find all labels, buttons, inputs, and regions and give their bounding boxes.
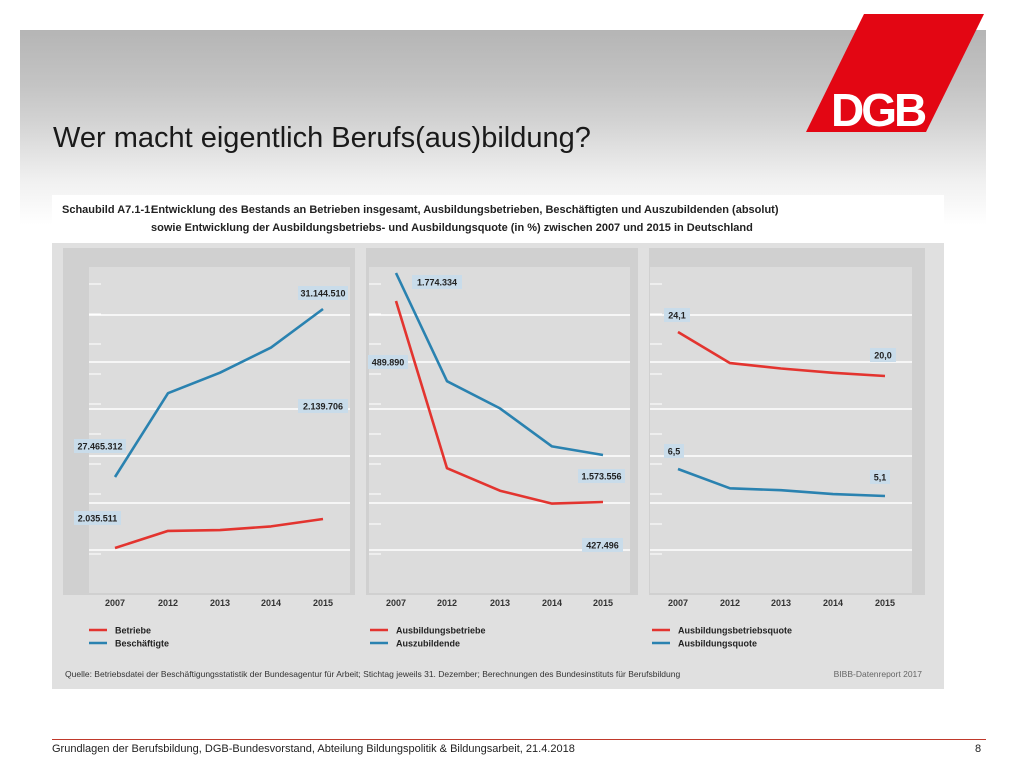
figure-caption-line-2: sowie Entwicklung der Ausbildungsbetrieb… (151, 222, 753, 234)
data-label-box (870, 348, 896, 362)
data-label: 24,1 (668, 311, 686, 321)
x-tick-label: 2014 (542, 598, 562, 608)
series-line-auszubildende (394, 272, 604, 457)
data-label: 2.139.706 (303, 402, 343, 412)
x-tick-label: 2012 (437, 598, 457, 608)
series-line-beschäftigte (113, 307, 324, 478)
chart-figure: Schaubild A7.1-1: Entwicklung des Bestan… (52, 195, 944, 689)
data-label: 489.890 (372, 358, 405, 368)
legend-label: Beschäftigte (115, 639, 169, 649)
data-label-box (298, 399, 348, 413)
dgb-logo: DGB (806, 14, 984, 136)
logo-text: DGB (831, 84, 926, 136)
x-tick-label: 2013 (771, 598, 791, 608)
data-label-box (298, 286, 348, 300)
x-tick-label: 2007 (668, 598, 688, 608)
x-tick-label: 2015 (593, 598, 613, 608)
series-line-ausbildungsquote (677, 467, 886, 498)
data-label: 2.035.511 (78, 514, 118, 524)
data-label-box (578, 469, 625, 483)
series-line-betriebe (114, 517, 324, 550)
x-tick-label: 2013 (490, 598, 510, 608)
report-note: BIBB-Datenreport 2017 (833, 669, 922, 679)
page-number: 8 (975, 743, 982, 755)
x-tick-label: 2015 (875, 598, 895, 608)
data-label: 6,5 (668, 447, 681, 457)
data-label-box (664, 444, 684, 458)
plot-area (650, 267, 912, 593)
data-label: 20,0 (874, 351, 892, 361)
series-line-ausbildungsbetriebsquote (677, 330, 886, 378)
source-note: Quelle: Betriebsdatei der Beschäftigungs… (65, 669, 681, 679)
data-label: 31.144.510 (300, 289, 345, 299)
legend-label: Betriebe (115, 626, 151, 636)
data-label-box (368, 355, 408, 369)
x-tick-label: 2014 (823, 598, 843, 608)
data-label: 5,1 (874, 473, 887, 483)
legend-label: Auszubildende (396, 639, 460, 649)
x-tick-label: 2012 (720, 598, 740, 608)
slide-title: Wer macht eigentlich Berufs(aus)bildung? (53, 122, 591, 154)
data-label: 1.774.334 (417, 278, 457, 288)
data-label-box (74, 439, 126, 453)
legend-label: Ausbildungsbetriebe (396, 626, 486, 636)
data-label-box (870, 470, 890, 484)
footer-divider (52, 739, 986, 740)
data-label: 27.465.312 (77, 442, 122, 452)
x-tick-label: 2007 (386, 598, 406, 608)
data-label-box (412, 275, 462, 289)
data-label-box (582, 538, 623, 552)
x-tick-label: 2015 (313, 598, 333, 608)
x-tick-label: 2014 (261, 598, 281, 608)
data-label: 1.573.556 (581, 472, 621, 482)
figure-header: Schaubild A7.1-1: Entwicklung des Bestan… (52, 195, 944, 243)
x-tick-label: 2013 (210, 598, 230, 608)
series-line-ausbildungsbetriebe (394, 300, 604, 505)
data-label-box (74, 511, 121, 525)
footer-text: Grundlagen der Berufsbildung, DGB-Bundes… (52, 743, 575, 755)
figure-caption-line-1: Entwicklung des Bestands an Betrieben in… (151, 204, 779, 216)
data-label-box (664, 308, 690, 322)
x-tick-label: 2007 (105, 598, 125, 608)
charts-canvas: 2007 2012 2013 2014 2015 31.144.510 2.139.706 2… (63, 248, 925, 649)
logo-parallelogram (806, 14, 984, 132)
figure-label: Schaubild A7.1-1: (62, 204, 154, 216)
legend-label: Ausbildungsbetriebsquote (678, 626, 792, 636)
x-tick-label: 2012 (158, 598, 178, 608)
legend-label: Ausbildungsquote (678, 639, 757, 649)
data-label: 427.496 (586, 541, 619, 551)
